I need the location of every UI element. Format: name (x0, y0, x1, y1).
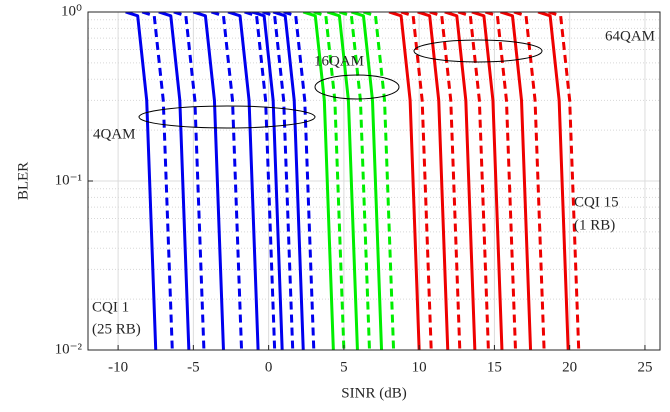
x-tick-label: 25 (637, 359, 652, 375)
series-line (173, 12, 206, 350)
annotation: 64QAM (605, 28, 655, 44)
ellipse (314, 74, 400, 100)
annotation: 16QAM (314, 53, 364, 69)
series-line (429, 12, 462, 350)
series-line (262, 12, 295, 350)
x-tick-label: -5 (187, 359, 200, 375)
x-axis-label: SINR (dB) (341, 385, 406, 401)
series-line (338, 12, 371, 350)
series-line (484, 12, 517, 350)
series-line (444, 12, 477, 350)
y-axis-label: BLER (15, 162, 31, 200)
ellipse (413, 39, 543, 63)
series-line (417, 12, 450, 350)
series-line (141, 12, 174, 350)
series-line (244, 12, 277, 350)
series-line (192, 12, 225, 350)
series-line (548, 12, 581, 350)
series-line (302, 12, 335, 350)
annotation: CQI 15 (574, 194, 619, 210)
annotation: (1 RB) (574, 217, 615, 233)
x-tick-label: -10 (108, 359, 128, 375)
x-tick-label: 10 (412, 359, 427, 375)
series-line (499, 12, 533, 350)
curves (125, 12, 581, 350)
x-tick-label: 0 (265, 359, 273, 375)
series-line (471, 12, 504, 350)
series-line (363, 12, 396, 350)
series-line (326, 12, 359, 350)
series-line (210, 12, 244, 350)
y-tick-label: 10⁻¹ (55, 172, 82, 188)
annotation: (25 RB) (92, 321, 141, 337)
series-line (537, 12, 570, 350)
y-tick-label: 10⁻² (55, 341, 83, 357)
annotation: CQI 1 (92, 299, 129, 315)
ellipse (138, 105, 316, 129)
series-line (313, 12, 346, 350)
series-line (272, 12, 305, 350)
series-line (400, 12, 433, 350)
series-line (283, 12, 316, 350)
series-line (457, 12, 490, 350)
series-line (158, 12, 191, 350)
x-tick-label: 20 (562, 359, 577, 375)
series-line (227, 12, 260, 350)
x-tick-label: 5 (340, 359, 348, 375)
series-line (388, 12, 421, 350)
series-line (513, 12, 546, 350)
series-line (125, 12, 158, 350)
x-tick-label: 15 (487, 359, 502, 375)
annotation: 4QAM (93, 126, 136, 142)
series-line (350, 12, 384, 350)
y-tick-label: 10⁰ (61, 3, 82, 19)
series-line (251, 12, 284, 350)
